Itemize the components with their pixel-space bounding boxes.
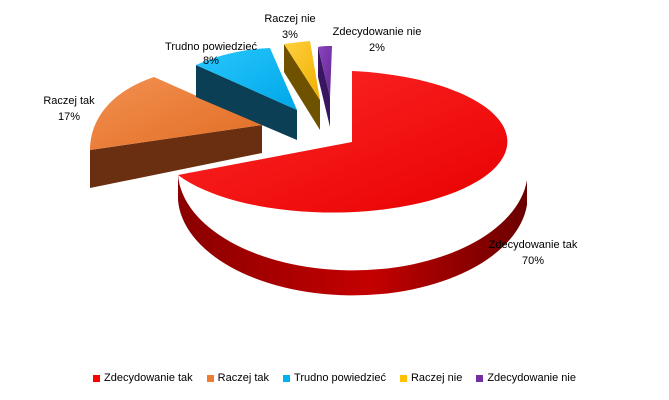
- slice-zdecydowanie-tak: [178, 71, 527, 296]
- legend-label-zdecydowanie-tak: Zdecydowanie tak: [104, 372, 193, 384]
- slice-zdecydowanie-nie: [318, 46, 332, 127]
- slice-raczej-nie: [284, 41, 320, 130]
- slice-trudno-powiedziec-side: [196, 65, 297, 140]
- slice-label-zdecydowanie-tak: Zdecydowanie tak 70%: [489, 239, 578, 267]
- slice-label-raczej-tak-value: 17%: [58, 111, 80, 123]
- slice-label-trudno-powiedziec-value: 8%: [203, 55, 219, 67]
- slice-label-raczej-nie-name: Raczej nie: [264, 13, 315, 25]
- slice-label-zdecydowanie-tak-value: 70%: [522, 255, 544, 267]
- legend-label-raczej-tak: Raczej tak: [217, 372, 270, 384]
- slice-label-raczej-nie: Raczej nie 3%: [264, 13, 315, 41]
- slice-trudno-powiedziec-top: [196, 48, 297, 110]
- slice-label-raczej-tak: Raczej tak 17%: [43, 95, 95, 123]
- slice-label-raczej-nie-value: 3%: [282, 29, 298, 41]
- legend-item-zdecydowanie-nie: Zdecydowanie nie: [476, 372, 576, 384]
- slice-label-zdecydowanie-nie-value: 2%: [369, 42, 385, 54]
- legend-label-zdecydowanie-nie: Zdecydowanie nie: [487, 372, 576, 384]
- slice-raczej-nie-top: [284, 41, 320, 100]
- slice-label-zdecydowanie-nie-name: Zdecydowanie nie: [333, 26, 422, 38]
- slice-zdecydowanie-tak-top: [178, 71, 508, 213]
- legend-label-raczej-nie: Raczej nie: [410, 372, 463, 384]
- slice-label-raczej-tak-name: Raczej tak: [43, 95, 95, 107]
- legend-swatch-raczej-nie: [399, 374, 407, 382]
- slice-trudno-powiedziec: [196, 48, 297, 140]
- slice-raczej-tak-top: [90, 77, 262, 150]
- legend-item-raczej-nie: Raczej nie: [399, 372, 463, 384]
- slice-zdecydowanie-nie-top: [318, 46, 332, 97]
- legend-label-trudno-powiedziec: Trudno powiedzieć: [294, 372, 386, 384]
- slice-raczej-tak-side: [90, 125, 262, 188]
- slice-label-trudno-powiedziec: Trudno powiedzieć 8%: [165, 41, 257, 67]
- legend-item-trudno-powiedziec: Trudno powiedzieć: [283, 372, 386, 384]
- slice-raczej-nie-side: [284, 44, 320, 130]
- slice-zdecydowanie-tak-side: [178, 175, 527, 296]
- slice-raczej-tak: [90, 77, 262, 188]
- legend-item-raczej-tak: Raczej tak: [206, 372, 270, 384]
- slice-label-zdecydowanie-nie: Zdecydowanie nie 2%: [333, 26, 422, 54]
- chart-legend: Zdecydowanie tak Raczej tak Trudno powie…: [0, 372, 669, 384]
- slice-label-trudno-powiedziec-name: Trudno powiedzieć: [165, 41, 257, 53]
- legend-swatch-trudno-powiedziec: [283, 374, 291, 382]
- legend-swatch-zdecydowanie-tak: [93, 374, 100, 382]
- legend-item-zdecydowanie-tak: Zdecydowanie tak: [93, 372, 193, 384]
- legend-swatch-zdecydowanie-nie: [476, 374, 484, 382]
- slice-zdecydowanie-nie-side: [318, 47, 330, 127]
- slice-label-zdecydowanie-tak-name: Zdecydowanie tak: [489, 239, 578, 251]
- legend-swatch-raczej-tak: [206, 374, 214, 382]
